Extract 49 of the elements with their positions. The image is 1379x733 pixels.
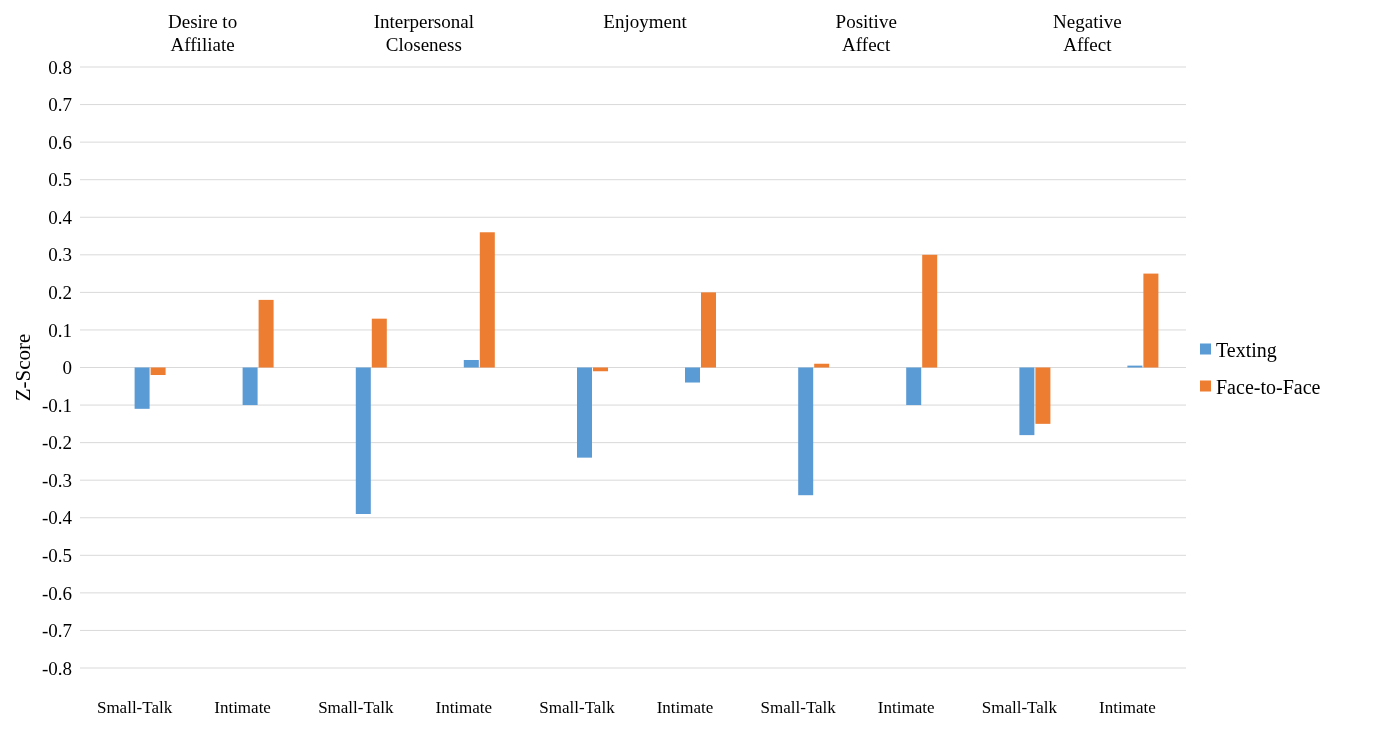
y-tick-label: 0 [62, 357, 72, 379]
y-tick-label: 0.4 [48, 206, 73, 228]
y-tick-label: 0.8 [48, 56, 72, 78]
y-tick-label: -0.1 [41, 394, 72, 416]
x-tick-label: Intimate [214, 698, 271, 717]
bar [479, 232, 495, 368]
text: Desire to Affiliate [168, 11, 238, 55]
y-tick-label: 0.6 [48, 131, 72, 153]
text: Positive Affect [835, 11, 897, 55]
y-tick-label: 0.2 [48, 282, 72, 304]
legend-label: Face-to-Face [1216, 375, 1321, 398]
x-tick-label: Intimate [1099, 698, 1156, 717]
x-tick-label: Small-Talk [96, 698, 173, 717]
y-tick-label: 0.3 [48, 244, 72, 266]
text: Negative Affect [1053, 11, 1122, 55]
x-tick-label: Intimate [435, 698, 493, 717]
x-tick-label: Intimate [656, 698, 714, 717]
bar [150, 367, 166, 376]
y-axis-title: Z-Score [11, 333, 35, 402]
legend-label: Texting [1216, 338, 1277, 362]
bar [1143, 273, 1159, 368]
bar [134, 367, 150, 409]
y-tick-label: 0.7 [48, 94, 72, 116]
bar [685, 367, 700, 383]
bar [814, 363, 830, 368]
y-tick-label: 0.5 [48, 169, 72, 191]
x-tick-label: Intimate [877, 698, 935, 717]
y-tick-label: -0.6 [41, 582, 72, 604]
y-tick-label: -0.8 [41, 657, 72, 679]
bar [701, 292, 716, 368]
text: Interpersonal Closeness [373, 11, 474, 55]
bar [371, 318, 387, 368]
y-tick-label: -0.3 [41, 469, 72, 491]
bar [577, 367, 592, 458]
bar [463, 359, 479, 368]
x-tick-label: Small-Talk [760, 698, 837, 717]
y-tick-label: -0.5 [41, 544, 72, 566]
y-tick-label: 0.1 [48, 319, 72, 341]
bar [922, 254, 938, 368]
x-tick-label: Small-Talk [981, 698, 1058, 717]
y-tick-label: -0.4 [41, 507, 73, 529]
bar [906, 367, 922, 406]
x-tick-label: Small-Talk [539, 698, 616, 717]
x-tick-label: Small-Talk [318, 698, 394, 717]
text: Enjoyment [603, 11, 688, 32]
y-tick-label: -0.7 [41, 620, 72, 642]
bar [355, 367, 371, 514]
y-tick-label: -0.2 [41, 432, 72, 454]
bar [798, 367, 814, 496]
